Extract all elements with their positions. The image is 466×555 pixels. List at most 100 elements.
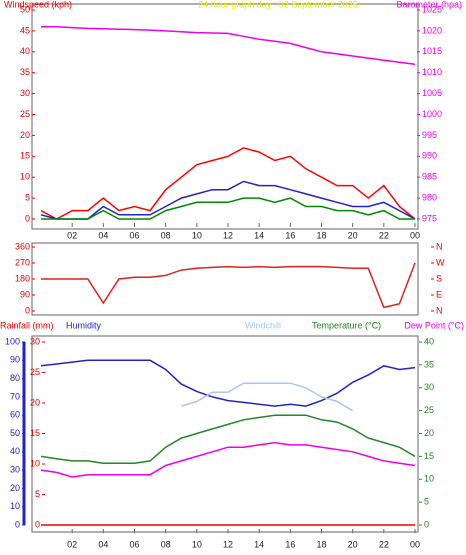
y2-tick-label: 1020 — [422, 25, 442, 35]
y2-tick-label: 30 — [424, 382, 434, 392]
y-tick-label: 30 — [10, 464, 20, 474]
y-tick-label: 10 — [20, 172, 30, 182]
x-tick-label: 16 — [285, 230, 295, 240]
x-tick-label: 14 — [254, 539, 264, 549]
y-tick-label: 40 — [20, 46, 30, 56]
y2-tick-label: N — [436, 241, 443, 251]
y-tick-label: 20 — [10, 483, 20, 493]
series-line — [181, 382, 354, 412]
y-tick-label: 45 — [20, 25, 30, 35]
y2-tick-label: 980 — [422, 192, 437, 202]
x-tick-label: 02 — [67, 230, 77, 240]
x-tick-label: 18 — [316, 539, 326, 549]
y2-tick-label: 40 — [424, 336, 434, 346]
x-tick-label: 06 — [129, 230, 139, 240]
x-tick-label: 12 — [223, 539, 233, 549]
y-tick-label: 100 — [5, 336, 20, 346]
x-tick-label: 18 — [316, 230, 326, 240]
y-tick-label: 0 — [25, 305, 30, 315]
y-tick-label: 30 — [20, 88, 30, 98]
y3-tick-label: 0 — [35, 519, 40, 529]
y2-tick-label: 1010 — [422, 67, 442, 77]
y3-tick-label: 5 — [35, 489, 40, 499]
legend-label: Temperature (°C) — [312, 320, 381, 330]
chart-title: 24 hour graph day : 02 September 2025 — [198, 0, 358, 9]
x-tick-label: 08 — [161, 230, 171, 240]
y-tick-label: 70 — [10, 391, 20, 401]
series-line — [40, 180, 416, 220]
y2-tick-label: 5 — [424, 497, 429, 507]
y3-tick-label: 30 — [30, 336, 40, 346]
x-tick-label: 10 — [192, 539, 202, 549]
y2-tick-label: S — [436, 273, 442, 283]
x-tick-label: 12 — [223, 230, 233, 240]
y3-tick-label: 10 — [30, 458, 40, 468]
y2-tick-label: 1015 — [422, 46, 442, 56]
x-tick-label: 08 — [161, 539, 171, 549]
y-tick-label: 15 — [20, 151, 30, 161]
y2-tick-label: 15 — [424, 451, 434, 461]
x-tick-label: 04 — [98, 230, 108, 240]
x-tick-label: 14 — [254, 230, 264, 240]
y2-tick-label: 0 — [424, 519, 429, 529]
y2-tick-label: 985 — [422, 172, 437, 182]
x-tick-label: 00 — [410, 539, 420, 549]
x-tick-label: 00 — [410, 230, 420, 240]
series-line — [41, 197, 415, 220]
y-tick-label: 80 — [10, 373, 20, 383]
x-tick-label: 20 — [348, 539, 358, 549]
x-tick-label: 16 — [285, 539, 295, 549]
y-tick-label: 0 — [15, 519, 20, 529]
y2-tick-label: W — [436, 257, 445, 267]
series-line — [40, 147, 416, 220]
y-tick-label: 10 — [10, 501, 20, 511]
y3-tick-label: 15 — [30, 428, 40, 438]
y2-tick-label: 20 — [424, 428, 434, 438]
y-tick-label: 50 — [20, 4, 30, 14]
x-tick-label: 04 — [98, 539, 108, 549]
y2-tick-label: N — [436, 305, 443, 315]
y-tick-label: 90 — [20, 289, 30, 299]
x-tick-label: 06 — [129, 539, 139, 549]
x-tick-label: 22 — [379, 230, 389, 240]
y-tick-label: 60 — [10, 410, 20, 420]
y2-tick-label: 1005 — [422, 88, 442, 98]
x-tick-label: 20 — [348, 230, 358, 240]
legend-label: Dew Point (°C) — [404, 320, 464, 330]
series-line — [40, 414, 416, 464]
y-tick-label: 5 — [25, 192, 30, 202]
y-tick-label: 90 — [10, 355, 20, 365]
y-tick-label: 35 — [20, 67, 30, 77]
wind-axis-label: Windspeed (kph) — [4, 0, 72, 9]
y3-tick-label: 20 — [30, 397, 40, 407]
y-tick-label: 360 — [15, 241, 30, 251]
y2-tick-label: 25 — [424, 405, 434, 415]
legend-label: Rainfall (mm) — [0, 320, 54, 330]
series-line — [40, 359, 416, 407]
y2-tick-label: 975 — [422, 213, 437, 223]
y-tick-label: 180 — [15, 273, 30, 283]
y-tick-label: 270 — [15, 257, 30, 267]
y2-tick-label: 1000 — [422, 109, 442, 119]
temp-panel-frame — [31, 335, 419, 533]
y-tick-label: 25 — [20, 109, 30, 119]
series-line — [41, 25, 416, 66]
barometer-axis-label: Barometer (hpa) — [396, 0, 462, 9]
y2-tick-label: 10 — [424, 474, 434, 484]
y2-tick-label: 35 — [424, 359, 434, 369]
y-tick-label: 50 — [10, 428, 20, 438]
wind-panel-frame — [31, 3, 419, 230]
series-line — [41, 262, 416, 309]
y2-tick-label: 1025 — [422, 4, 442, 14]
x-tick-label: 22 — [379, 539, 389, 549]
y3-tick-label: 25 — [30, 367, 40, 377]
legend-label: Humidity — [66, 320, 102, 330]
y2-tick-label: 990 — [422, 151, 437, 161]
legend-label: Windchill — [245, 320, 281, 330]
x-tick-label: 10 — [192, 230, 202, 240]
y2-tick-label: E — [436, 289, 442, 299]
series-line — [40, 441, 416, 478]
y2-tick-label: 995 — [422, 130, 437, 140]
